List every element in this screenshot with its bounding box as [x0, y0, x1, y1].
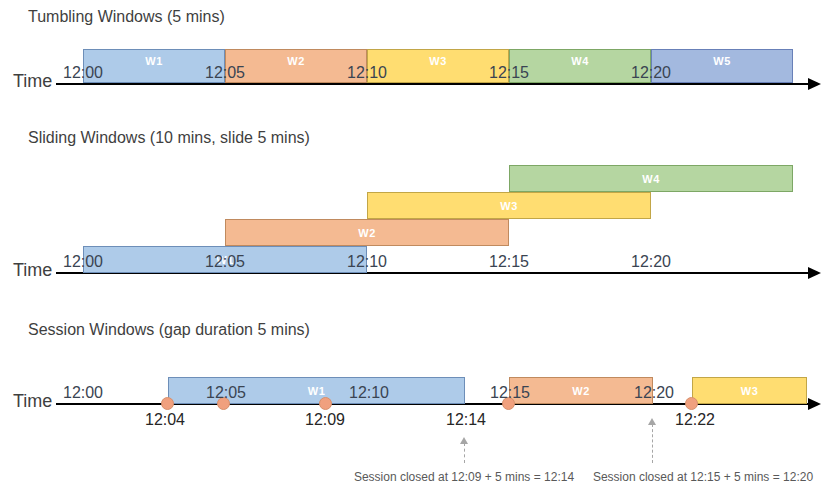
axis-tick-label: 12:05 — [205, 252, 245, 272]
axis-tick-label: 12:05 — [206, 383, 246, 403]
event-dot — [319, 397, 332, 410]
window-label: W1 — [145, 55, 162, 67]
event-time-label: 12:09 — [305, 411, 345, 429]
axis-tick-label: 12:05 — [205, 63, 245, 83]
axis-tick-label: 12:10 — [349, 383, 389, 403]
axis-tick-label: 12:00 — [63, 252, 103, 272]
window-label: W5 — [713, 55, 730, 67]
section-title: Tumbling Windows (5 mins) — [28, 8, 225, 26]
callout-dashed-arrow — [464, 443, 465, 463]
event-dot — [217, 397, 230, 410]
callout-arrowhead-icon — [648, 418, 656, 425]
window-box-w3: W3 — [692, 377, 807, 404]
section-title: Session Windows (gap duration 5 mins) — [28, 321, 310, 339]
window-label: W3 — [741, 385, 758, 397]
stream-windowing-diagram: Tumbling Windows (5 mins) Time W1 W2 W3 W4 W… — [0, 0, 829, 498]
window-label: W2 — [287, 55, 304, 67]
window-box-w1: W1 — [168, 377, 465, 404]
time-axis-arrowhead-icon — [808, 78, 821, 90]
window-label: W2 — [358, 227, 375, 239]
event-dot — [161, 397, 174, 410]
window-label: W1 — [216, 254, 233, 266]
axis-tick-label: 12:15 — [489, 63, 529, 83]
section-sliding-windows: Sliding Windows (10 mins, slide 5 mins) … — [0, 0, 829, 498]
axis-tick-label: 12:15 — [490, 383, 530, 403]
axis-tick-label: 12:00 — [63, 383, 103, 403]
window-label: W1 — [308, 385, 325, 397]
window-box-w1: W1 — [83, 246, 367, 273]
time-axis-line — [56, 83, 809, 85]
event-dot — [685, 397, 698, 410]
callout-annotation: Session closed at 12:09 + 5 mins = 12:14 — [354, 470, 574, 484]
window-box-w4: W4 — [509, 165, 793, 192]
callout-annotation: Session closed at 12:15 + 5 mins = 12:20 — [593, 470, 813, 484]
time-axis-line — [56, 403, 809, 405]
section-tumbling-windows: Tumbling Windows (5 mins) Time W1 W2 W3 W4 W… — [0, 0, 829, 498]
axis-tick-label: 12:20 — [631, 252, 671, 272]
axis-tick-label: 12:10 — [347, 252, 387, 272]
event-time-label: 12:22 — [675, 411, 715, 429]
window-box-w1: W1 — [83, 49, 225, 83]
window-box-w2: W2 — [509, 377, 653, 404]
axis-tick-label: 12:20 — [634, 383, 674, 403]
time-axis-arrowhead-icon — [808, 398, 821, 410]
callout-dashed-arrow — [652, 424, 653, 463]
axis-tick-label: 12:20 — [631, 63, 671, 83]
section-title: Sliding Windows (10 mins, slide 5 mins) — [28, 129, 310, 147]
window-box-w4: W4 — [509, 49, 651, 83]
window-label: W2 — [572, 385, 589, 397]
axis-tick-label: 12:15 — [489, 252, 529, 272]
axis-tick-label: 12:00 — [63, 63, 103, 83]
time-axis-label: Time — [13, 391, 52, 412]
event-time-label: 12:04 — [145, 411, 185, 429]
window-box-w2: W2 — [225, 49, 367, 83]
axis-tick-label: 12:10 — [347, 63, 387, 83]
window-label: W4 — [642, 173, 659, 185]
window-label: W3 — [429, 55, 446, 67]
time-axis-label: Time — [13, 260, 52, 281]
window-box-w3: W3 — [367, 192, 651, 219]
section-session-windows: Session Windows (gap duration 5 mins) Ti… — [0, 0, 829, 498]
time-axis-line — [56, 272, 809, 274]
window-box-w5: W5 — [651, 49, 793, 83]
callout-arrowhead-icon — [460, 437, 468, 444]
window-box-w3: W3 — [367, 49, 509, 83]
time-axis-arrowhead-icon — [808, 267, 821, 279]
window-label: W4 — [571, 55, 588, 67]
window-label: W3 — [500, 200, 517, 212]
window-box-w2: W2 — [225, 219, 509, 246]
event-time-label: 12:14 — [446, 411, 486, 429]
time-axis-label: Time — [13, 71, 52, 92]
event-dot — [502, 397, 515, 410]
